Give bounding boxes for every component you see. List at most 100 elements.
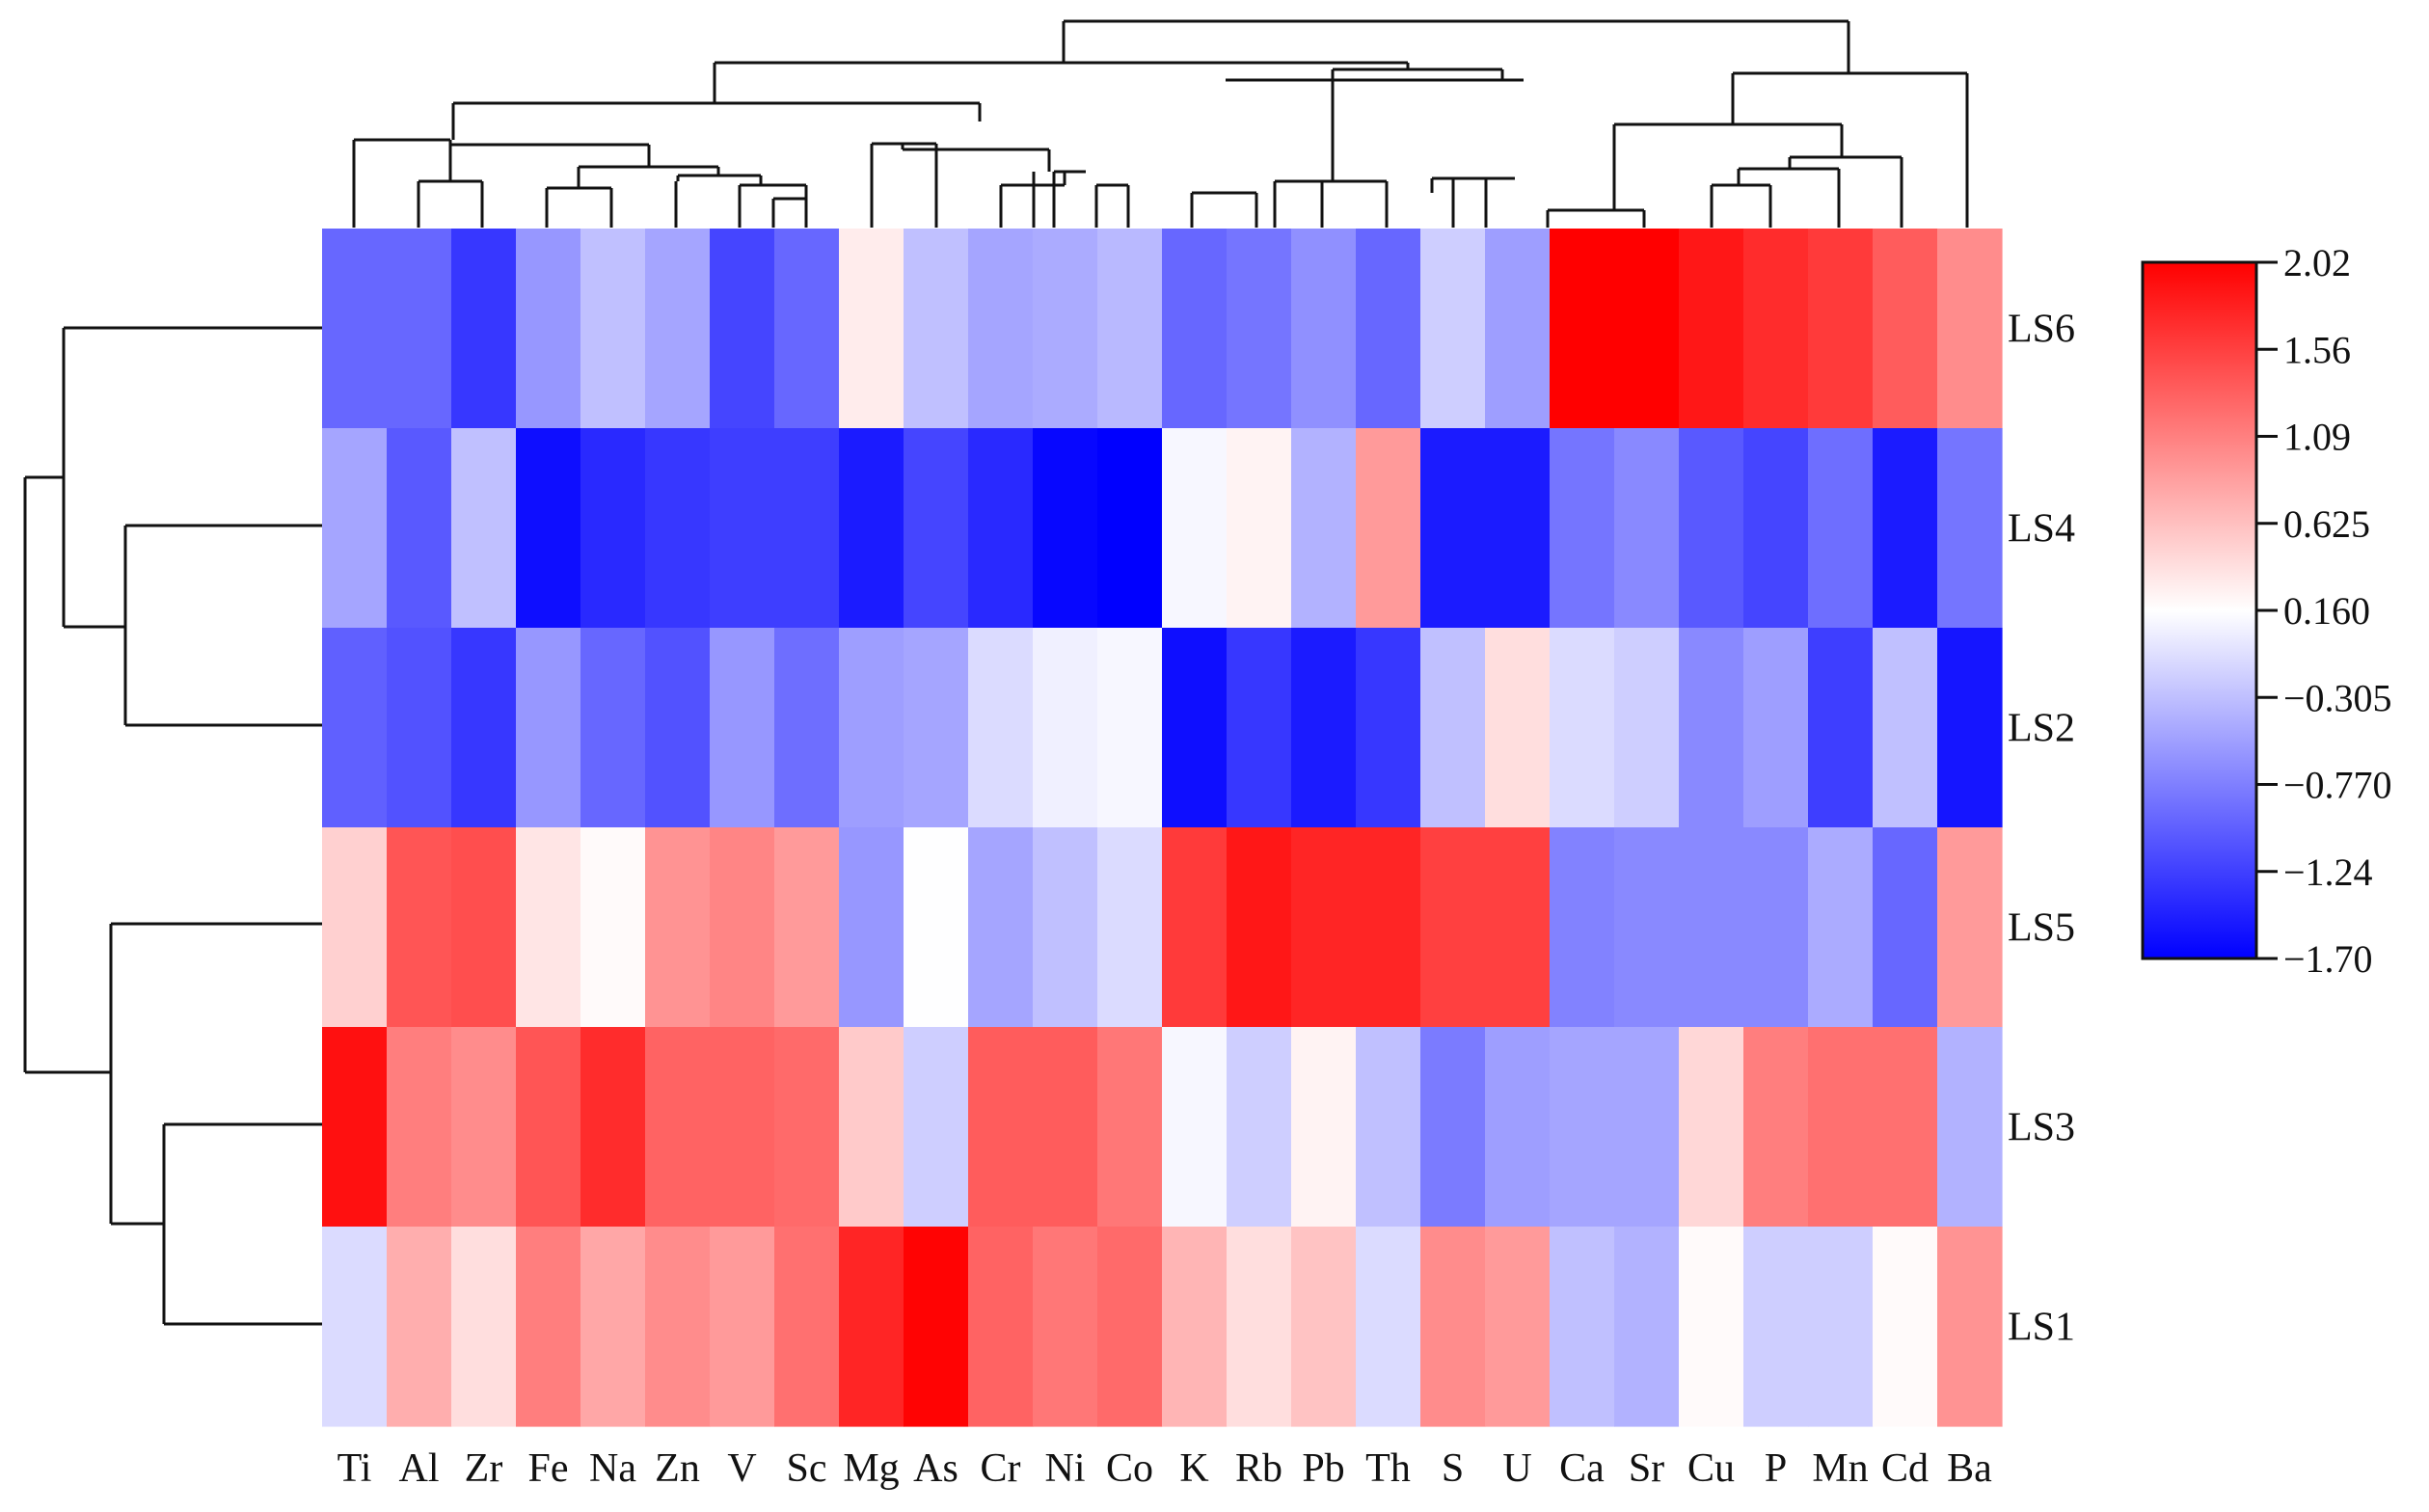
heatmap-cell-LS5-Zn [645, 827, 711, 1028]
heatmap-cell-LS5-S [1420, 827, 1486, 1028]
heatmap-cell-LS1-Cr [968, 1227, 1034, 1427]
colorbar-tick-label: 2.02 [2283, 241, 2351, 284]
heatmap-cell-LS2-Cr [968, 628, 1034, 828]
heatmap-cell-LS1-Rb [1227, 1227, 1292, 1427]
colorbar-tick-label: 0.160 [2283, 589, 2370, 633]
heatmap-cell-LS3-U [1485, 1027, 1551, 1228]
heatmap-cell-LS1-U [1485, 1227, 1551, 1427]
column-label-Ba: Ba [1947, 1446, 1992, 1491]
heatmap-cell-LS5-Pb [1291, 827, 1357, 1028]
row-label-LS1: LS1 [2008, 1306, 2075, 1350]
heatmap-cell-LS5-K [1162, 827, 1228, 1028]
heatmap-cell-LS4-Cr [968, 428, 1034, 629]
heatmap-cell-LS3-Pb [1291, 1027, 1357, 1228]
row-label-LS3: LS3 [2008, 1106, 2075, 1150]
heatmap-cell-LS6-Mn [1808, 229, 1874, 429]
heatmap-cell-LS5-V [710, 827, 775, 1028]
heatmap-cell-LS1-Th [1356, 1227, 1421, 1427]
heatmap-cell-LS6-Fe [516, 229, 581, 429]
colorbar-tick-label: −1.24 [2283, 850, 2373, 894]
heatmap-cell-LS3-Cd [1873, 1027, 1938, 1228]
heatmap-cell-LS4-Zn [645, 428, 711, 629]
column-label-U: U [1502, 1446, 1531, 1491]
heatmap-cell-LS3-As [904, 1027, 969, 1228]
heatmap-cell-LS5-As [904, 827, 969, 1028]
heatmap-cell-LS5-Cu [1679, 827, 1744, 1028]
heatmap-cell-LS1-Ca [1550, 1227, 1615, 1427]
heatmap-cell-LS1-Ba [1937, 1227, 2003, 1427]
heatmap-cell-LS5-Sr [1614, 827, 1680, 1028]
heatmap-cell-LS1-Zn [645, 1227, 711, 1427]
heatmap-cell-LS1-Pb [1291, 1227, 1357, 1427]
heatmap-cell-LS3-Rb [1227, 1027, 1292, 1228]
heatmap-cell-LS3-Zr [451, 1027, 517, 1228]
heatmap-cell-LS1-Cu [1679, 1227, 1744, 1427]
column-label-Ti: Ti [337, 1446, 372, 1491]
column-label-Co: Co [1106, 1446, 1153, 1491]
heatmap-cell-LS6-Mg [839, 229, 904, 429]
heatmap-cell-LS4-Pb [1291, 428, 1357, 629]
heatmap-cell-LS1-Co [1097, 1227, 1163, 1427]
heatmap-cells [322, 229, 2003, 1427]
heatmap-cell-LS6-Sc [774, 229, 840, 429]
heatmap-cell-LS4-Ca [1550, 428, 1615, 629]
heatmap-cell-LS3-Ti [322, 1027, 388, 1228]
heatmap-cell-LS1-S [1420, 1227, 1486, 1427]
heatmap-cell-LS3-Sc [774, 1027, 840, 1228]
heatmap-cell-LS1-Na [580, 1227, 646, 1427]
heatmap-cell-LS6-Ca [1550, 229, 1615, 429]
heatmap-cell-LS6-V [710, 229, 775, 429]
heatmap-cell-LS6-Co [1097, 229, 1163, 429]
heatmap-cell-LS3-S [1420, 1027, 1486, 1228]
heatmap-cell-LS4-Ba [1937, 428, 2003, 629]
heatmap-cell-LS6-U [1485, 229, 1551, 429]
heatmap-cell-LS2-U [1485, 628, 1551, 828]
heatmap-cell-LS2-V [710, 628, 775, 828]
heatmap-cell-LS1-As [904, 1227, 969, 1427]
heatmap-cell-LS2-Cd [1873, 628, 1938, 828]
colorbar-tick-label: 0.625 [2283, 502, 2370, 546]
column-label-Na: Na [589, 1446, 636, 1491]
heatmap-cell-LS2-Ni [1033, 628, 1098, 828]
column-label-Th: Th [1365, 1446, 1411, 1491]
heatmap-cell-LS4-Mg [839, 428, 904, 629]
heatmap-cell-LS2-Al [387, 628, 452, 828]
column-label-Cu: Cu [1687, 1446, 1735, 1491]
heatmap-cell-LS5-P [1743, 827, 1809, 1028]
heatmap-cell-LS4-U [1485, 428, 1551, 629]
row-label-LS2: LS2 [2008, 707, 2075, 751]
column-label-Fe: Fe [528, 1446, 569, 1491]
colorbar-tick-label: 1.09 [2283, 416, 2351, 459]
column-label-S: S [1442, 1446, 1464, 1491]
heatmap-cell-LS2-K [1162, 628, 1228, 828]
heatmap-cell-LS2-Cu [1679, 628, 1744, 828]
heatmap-cell-LS6-Al [387, 229, 452, 429]
column-label-Zn: Zn [655, 1446, 700, 1491]
heatmap-cell-LS6-Cu [1679, 229, 1744, 429]
heatmap-cell-LS1-Ti [322, 1227, 388, 1427]
heatmap-cell-LS6-Cr [968, 229, 1034, 429]
heatmap-cell-LS2-Sr [1614, 628, 1680, 828]
heatmap-cell-LS2-Fe [516, 628, 581, 828]
heatmap-cell-LS2-S [1420, 628, 1486, 828]
heatmap-cell-LS5-Ba [1937, 827, 2003, 1028]
heatmap-cell-LS2-Na [580, 628, 646, 828]
heatmap-cell-LS2-Pb [1291, 628, 1357, 828]
heatmap-cell-LS2-Ca [1550, 628, 1615, 828]
heatmap-cell-LS3-Zn [645, 1027, 711, 1228]
heatmap-cell-LS6-Zn [645, 229, 711, 429]
heatmap-cell-LS5-Ni [1033, 827, 1098, 1028]
column-label-K: K [1179, 1446, 1208, 1491]
column-label-Mg: Mg [843, 1446, 899, 1491]
heatmap-cell-LS3-Mg [839, 1027, 904, 1228]
heatmap-cell-LS1-Ni [1033, 1227, 1098, 1427]
column-dendrogram [352, 19, 1969, 228]
colorbar-tick-label: −1.70 [2283, 937, 2373, 981]
heatmap-cell-LS4-Th [1356, 428, 1421, 629]
heatmap-cell-LS3-V [710, 1027, 775, 1228]
heatmap-cell-LS5-Mn [1808, 827, 1874, 1028]
row-labels: LS6 LS4 LS2 LS5 LS3 LS1 [2008, 308, 2075, 1350]
heatmap-cell-LS3-Fe [516, 1027, 581, 1228]
heatmap-cell-LS2-As [904, 628, 969, 828]
heatmap-cell-LS3-Al [387, 1027, 452, 1228]
